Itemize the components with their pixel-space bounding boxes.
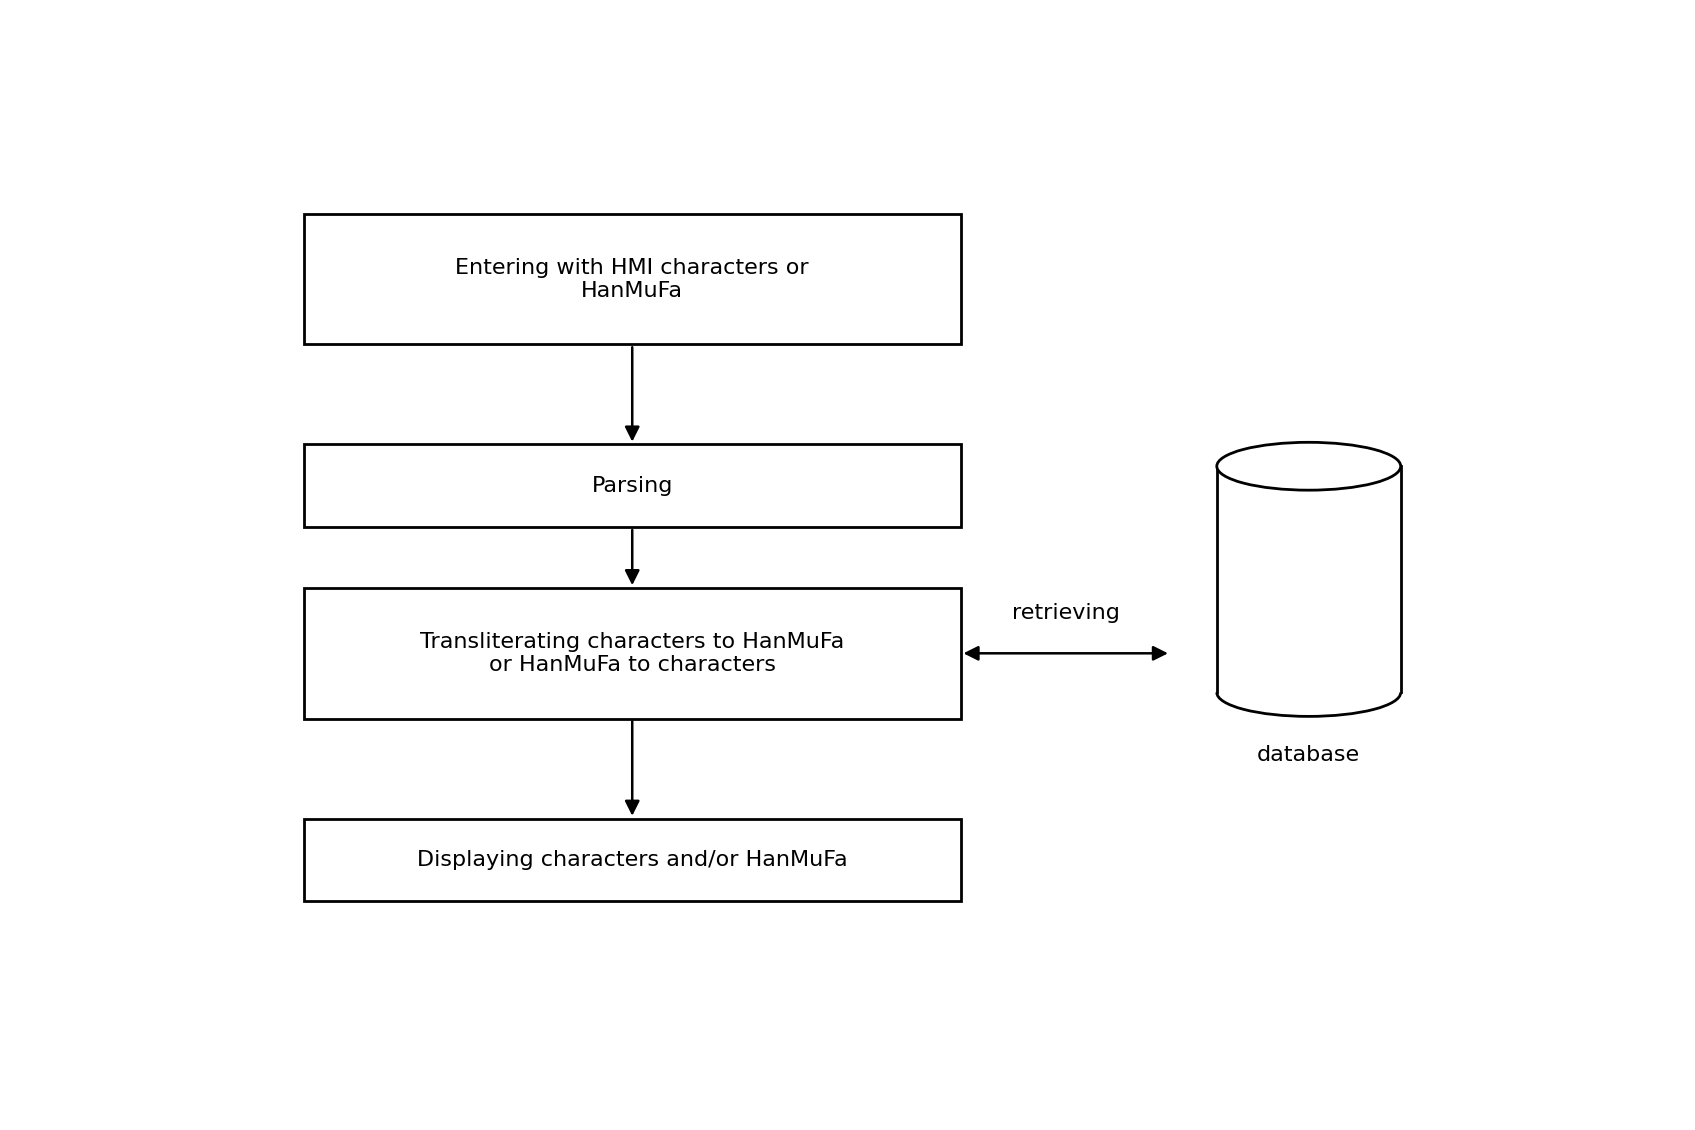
Text: Transliterating characters to HanMuFa
or HanMuFa to characters: Transliterating characters to HanMuFa or… xyxy=(420,632,844,675)
Text: Parsing: Parsing xyxy=(592,476,673,496)
Ellipse shape xyxy=(1217,442,1400,490)
FancyBboxPatch shape xyxy=(303,214,961,345)
Text: retrieving: retrieving xyxy=(1012,603,1120,623)
FancyBboxPatch shape xyxy=(303,588,961,719)
Text: Entering with HMI characters or
HanMuFa: Entering with HMI characters or HanMuFa xyxy=(456,258,809,301)
FancyBboxPatch shape xyxy=(303,818,961,902)
Text: Displaying characters and/or HanMuFa: Displaying characters and/or HanMuFa xyxy=(417,850,848,870)
FancyBboxPatch shape xyxy=(303,444,961,527)
Text: database: database xyxy=(1258,745,1361,765)
